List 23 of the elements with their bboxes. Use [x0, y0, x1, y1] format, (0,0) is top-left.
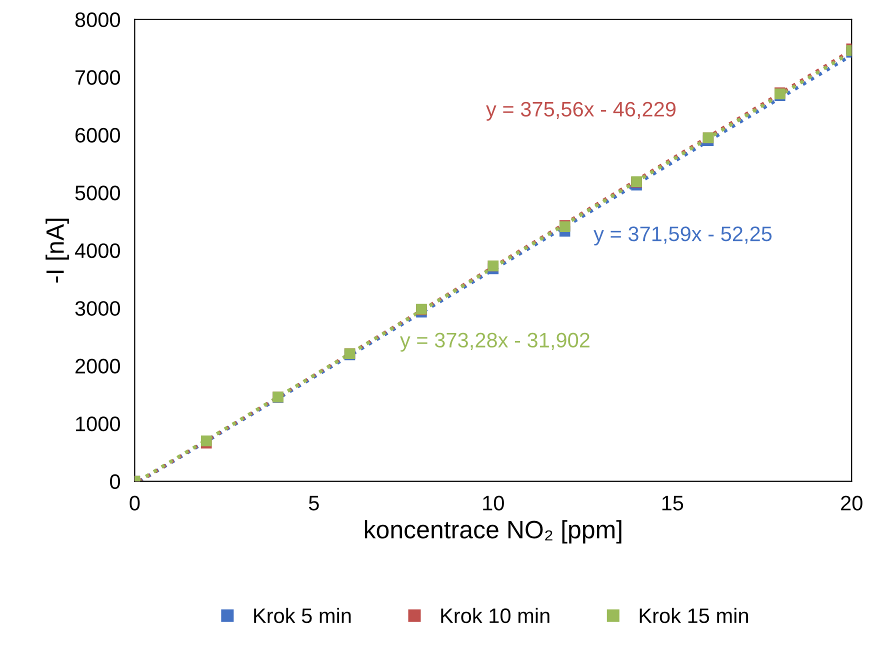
y-tick-label: 2000 [76, 358, 120, 374]
x-tick-label: 20 [841, 496, 862, 510]
x-axis-title: koncentrace NO₂ [ppm] [364, 520, 622, 544]
y-tick-label: 0 [110, 474, 120, 490]
y-tick-label: 5000 [75, 186, 120, 200]
x-tick-label: 10 [483, 496, 504, 510]
legend-label: Krok 10 min [441, 608, 550, 624]
legend-label: Krok 5 min [254, 608, 351, 624]
x-tick-label: 15 [662, 496, 684, 510]
point [201, 435, 212, 446]
y-tick-label: 4000 [74, 243, 120, 258]
x-tick-label: 0 [130, 496, 140, 510]
y-tick-label: 8000 [75, 12, 120, 28]
y-tick-label: 7000 [76, 70, 120, 85]
y-tick-label: 1000 [76, 416, 120, 432]
x-tick-label: 5 [308, 496, 319, 510]
annotation: y = 371,59x - 52,25 [594, 226, 772, 246]
y-axis-title: -I [nA] [46, 218, 69, 283]
legend-label: Krok 15 min [640, 608, 748, 624]
annotation: y = 375,56x - 46,229 [486, 102, 676, 121]
annotation: y = 373,28x - 31,902 [400, 332, 590, 352]
y-tick-label: 3000 [75, 301, 120, 316]
y-tick-label: 6000 [76, 128, 120, 143]
